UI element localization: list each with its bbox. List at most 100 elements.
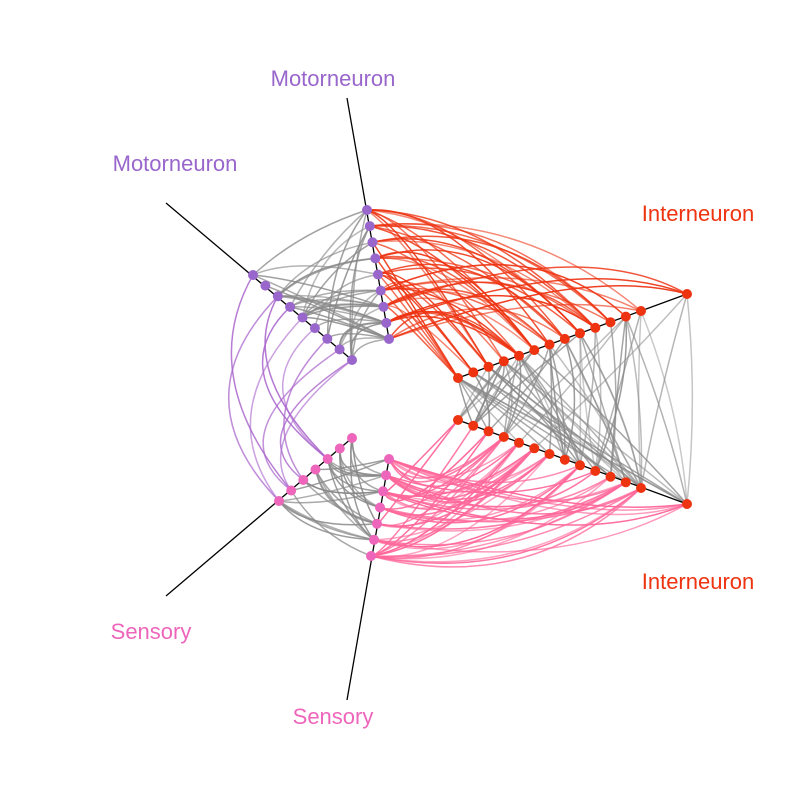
edge-sensory-inter	[370, 487, 642, 568]
edge-motor-inter	[375, 257, 596, 329]
edge-motor-inter	[383, 297, 535, 351]
node-inter_a-10	[498, 356, 509, 367]
node-motor_a-2	[367, 237, 378, 248]
edge-motor-inter	[386, 278, 688, 324]
edge-sensory-inter	[373, 481, 627, 546]
node-motor_b-7	[334, 344, 345, 355]
edge-inter-inter	[564, 338, 642, 489]
edge-motor-motor	[252, 209, 368, 276]
edge-inter-inter	[594, 316, 628, 472]
node-motor_a-7	[381, 317, 392, 328]
node-motor_b-4	[297, 312, 308, 323]
edge-inter-inter	[457, 377, 688, 505]
edge-sensory-motor	[279, 359, 353, 491]
edge-motor-inter	[377, 263, 566, 340]
edge-motor-inter	[369, 225, 535, 351]
node-inter_b-9	[514, 437, 524, 448]
edge-sensory-sensory	[302, 479, 384, 495]
node-sens_b-6	[384, 454, 394, 464]
edge-inter-inter	[625, 316, 643, 489]
node-inter_b-8	[529, 443, 540, 454]
node-motor_a-4	[373, 269, 383, 280]
node-motor_b-2	[272, 291, 283, 302]
axis-line-sens_b	[346, 458, 390, 701]
edge-motor-motor	[314, 273, 379, 329]
edge-inter-inter	[579, 333, 597, 472]
edge-inter-inter	[625, 316, 688, 505]
nodes-layer	[248, 205, 692, 561]
node-inter_a-2	[620, 311, 631, 322]
node-sens_b-3	[375, 502, 385, 513]
node-motor_b-6	[322, 333, 333, 344]
node-inter_b-2	[620, 477, 631, 488]
edge-inter-inter	[518, 355, 581, 466]
node-motor_a-6	[378, 301, 389, 312]
edge-inter-inter	[503, 360, 627, 483]
edge-sensory-sensory	[326, 458, 384, 493]
axis-label-sensory-bottom: Sensory	[293, 704, 374, 729]
node-inter_a-8	[529, 345, 540, 356]
edge-inter-inter	[457, 377, 627, 483]
edge-motor-inter	[366, 209, 566, 340]
node-sens_a-6	[347, 433, 357, 443]
axis-label-interneuron-bottom: Interneuron	[642, 569, 755, 594]
edge-sensory-motor	[228, 295, 280, 502]
edge-motor-motor	[252, 265, 379, 276]
edge-inter-inter	[472, 332, 581, 427]
node-inter_b-3	[605, 471, 616, 482]
axis-label-sensory-left: Sensory	[111, 619, 192, 644]
edge-motor-inter	[383, 291, 551, 346]
node-sens_a-4	[322, 454, 333, 464]
edge-sensory-inter	[370, 436, 505, 557]
edge-inter-inter	[579, 327, 597, 466]
edge-motor-inter	[369, 225, 566, 340]
node-inter_a-13	[453, 373, 463, 383]
edge-sensory-sensory	[302, 479, 378, 525]
node-inter_b-12	[468, 420, 479, 431]
edge-sensory-inter	[376, 442, 520, 528]
edge-sensory-inter	[370, 447, 535, 557]
edge-motor-inter	[375, 249, 581, 334]
edge-inter-inter	[488, 366, 642, 489]
edge-motor-motor	[277, 295, 387, 324]
edge-inter-inter	[503, 355, 520, 438]
edge-sensory-sensory	[339, 448, 375, 541]
node-sens_a-0	[274, 496, 284, 506]
node-sens_a-1	[286, 485, 297, 496]
edge-inter-inter	[686, 293, 694, 505]
edge-motor-inter	[372, 241, 520, 357]
edge-sensory-motor	[264, 295, 329, 460]
edge-inter-inter	[457, 360, 505, 421]
node-sens_a-2	[298, 475, 309, 485]
edge-inter-inter	[518, 355, 581, 466]
edge-motor-inter	[369, 225, 596, 329]
edge-sensory-sensory	[278, 500, 378, 526]
node-motor_a-8	[384, 334, 394, 344]
edge-motor-motor	[302, 305, 384, 319]
edge-motor-inter	[372, 235, 612, 323]
axis-label-motorneuron-top: Motorneuron	[271, 66, 396, 91]
edge-motor-inter	[386, 315, 520, 357]
edge-motor-motor	[289, 299, 384, 308]
node-motor_a-5	[375, 285, 386, 296]
edge-motor-motor	[289, 306, 390, 340]
edge-motor-inter	[388, 310, 520, 357]
edge-sensory-inter	[370, 487, 642, 564]
node-sens_a-3	[310, 464, 321, 475]
edge-sensory-inter	[388, 458, 688, 516]
edge-motor-motor	[326, 225, 371, 339]
edge-motor-inter	[380, 281, 505, 362]
edge-sensory-motor	[283, 338, 328, 481]
edge-sensory-inter	[382, 490, 688, 526]
node-inter_a-4	[590, 322, 601, 333]
edge-sensory-sensory	[339, 448, 381, 509]
edge-sensory-sensory	[278, 500, 375, 541]
node-inter_a-7	[544, 339, 555, 350]
edge-inter-inter	[487, 338, 566, 432]
edge-inter-inter	[594, 327, 602, 472]
node-inter_b-13	[453, 415, 463, 425]
edge-sensory-inter	[373, 464, 581, 550]
edge-sensory-inter	[385, 447, 535, 494]
edge-sensory-motor	[249, 316, 304, 502]
